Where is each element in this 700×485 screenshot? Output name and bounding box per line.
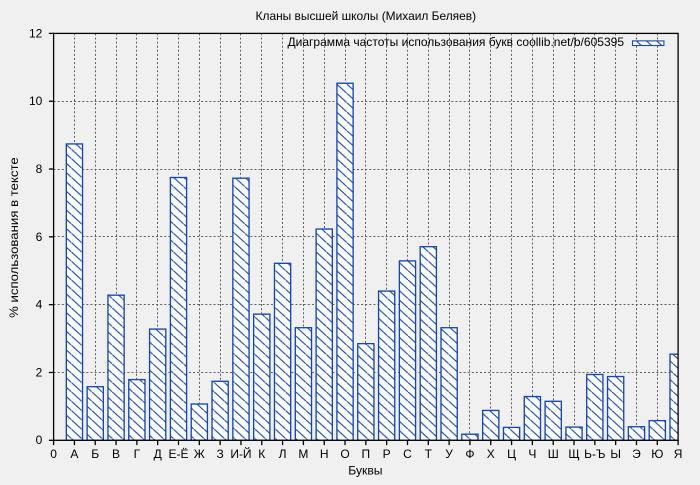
svg-text:П: П (362, 447, 371, 461)
svg-text:Э: Э (632, 447, 641, 461)
svg-text:Д: Д (154, 447, 162, 461)
svg-text:Т: Т (425, 447, 433, 461)
svg-text:Н: Н (320, 447, 329, 461)
svg-text:12: 12 (29, 26, 43, 40)
svg-text:Щ: Щ (568, 447, 579, 461)
svg-text:Ы: Ы (610, 447, 621, 461)
svg-text:К: К (258, 447, 265, 461)
svg-text:Р: Р (383, 447, 391, 461)
svg-text:О: О (340, 447, 349, 461)
svg-text:Ю: Ю (651, 447, 663, 461)
svg-text:Х: Х (487, 447, 495, 461)
svg-text:И-Й: И-Й (230, 446, 251, 461)
svg-text:8: 8 (36, 162, 43, 176)
svg-text:Е-Ё: Е-Ё (168, 447, 188, 461)
svg-text:10: 10 (29, 94, 43, 108)
svg-text:Г: Г (134, 447, 141, 461)
svg-text:0: 0 (50, 447, 57, 461)
svg-text:Ш: Ш (548, 447, 559, 461)
svg-text:0: 0 (36, 433, 43, 447)
svg-text:З: З (217, 447, 224, 461)
svg-text:Я: Я (674, 447, 683, 461)
svg-text:Б: Б (91, 447, 99, 461)
svg-text:2: 2 (36, 365, 43, 379)
svg-text:М: М (298, 447, 308, 461)
svg-text:Ф: Ф (465, 447, 474, 461)
svg-text:4: 4 (36, 298, 43, 312)
svg-text:У: У (445, 447, 453, 461)
svg-text:А: А (70, 447, 78, 461)
svg-text:Ж: Ж (194, 447, 205, 461)
svg-text:Ч: Ч (528, 447, 536, 461)
svg-text:Диаграмма частоты использовани: Диаграмма частоты использования букв coo… (288, 35, 625, 49)
svg-text:% использования в тексте: % использования в тексте (7, 157, 21, 318)
svg-text:С: С (403, 447, 412, 461)
svg-text:В: В (112, 447, 120, 461)
svg-text:Ь-Ъ: Ь-Ъ (584, 447, 605, 461)
svg-text:Буквы: Буквы (348, 463, 382, 477)
svg-text:6: 6 (36, 230, 43, 244)
svg-text:Л: Л (279, 447, 287, 461)
svg-text:Ц: Ц (507, 447, 516, 461)
svg-text:Кланы высшей школы (Михаил Бел: Кланы высшей школы (Михаил Беляев) (256, 9, 477, 23)
